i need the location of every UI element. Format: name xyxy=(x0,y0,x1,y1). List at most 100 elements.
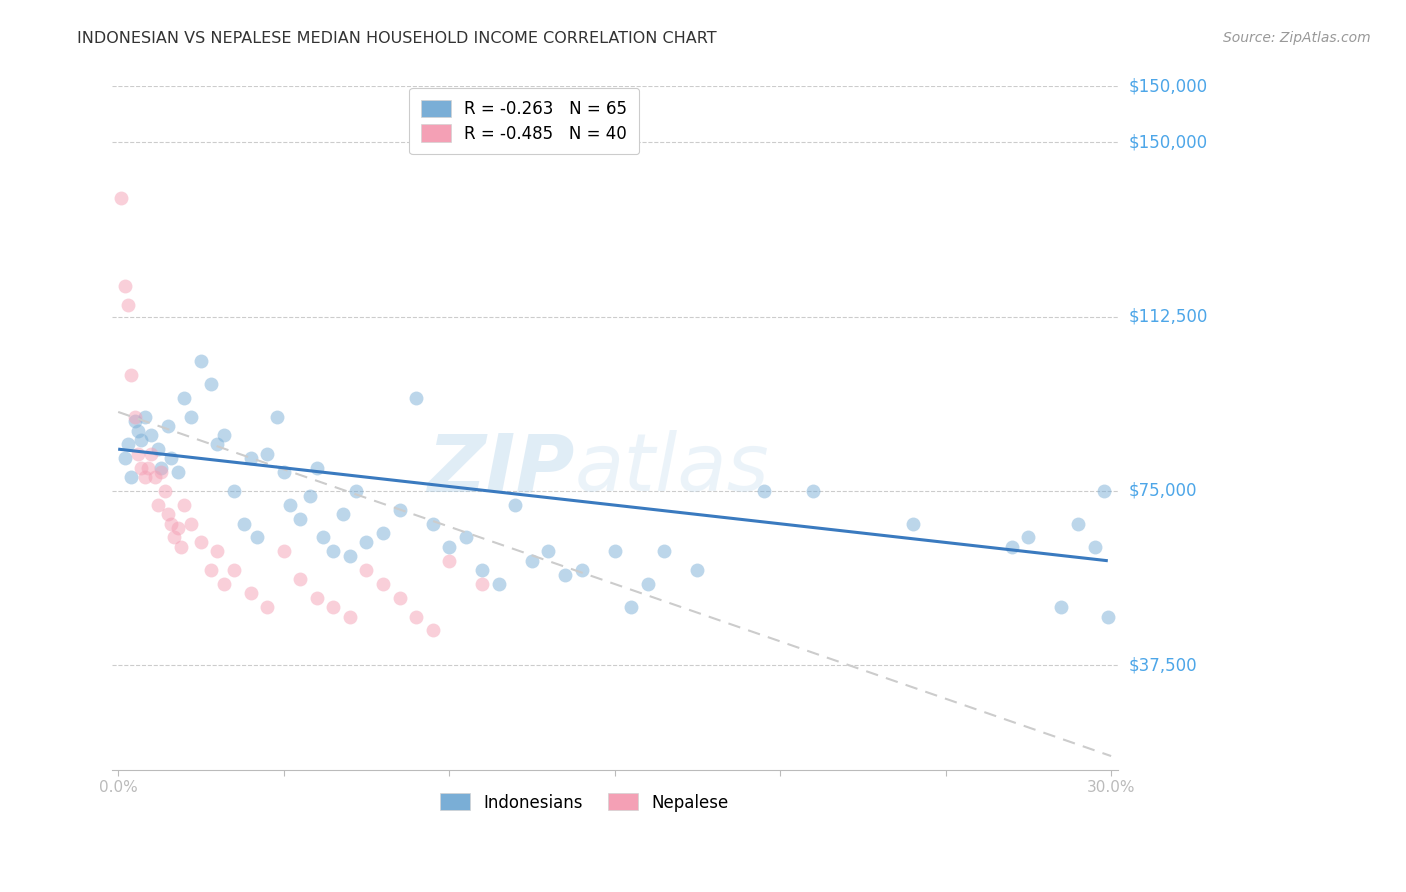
Point xyxy=(207,437,229,451)
Point xyxy=(290,572,312,586)
Point xyxy=(166,466,188,480)
Point xyxy=(273,544,295,558)
Point xyxy=(437,540,460,554)
Point xyxy=(299,489,322,503)
Point xyxy=(571,563,593,577)
Point xyxy=(356,563,378,577)
Point xyxy=(305,460,328,475)
Point xyxy=(339,549,361,563)
Legend: Indonesians, Nepalese: Indonesians, Nepalese xyxy=(429,781,741,823)
Text: $112,500: $112,500 xyxy=(1129,308,1208,326)
Point xyxy=(256,447,278,461)
Point xyxy=(322,600,344,615)
Point xyxy=(143,470,166,484)
Point xyxy=(222,483,245,498)
Point xyxy=(603,544,626,558)
Point xyxy=(371,577,394,591)
Text: $150,000: $150,000 xyxy=(1129,133,1208,152)
Point xyxy=(134,409,156,424)
Point xyxy=(212,577,235,591)
Point xyxy=(117,298,139,312)
Text: ZIP: ZIP xyxy=(427,430,575,508)
Point xyxy=(131,460,153,475)
Text: INDONESIAN VS NEPALESE MEDIAN HOUSEHOLD INCOME CORRELATION CHART: INDONESIAN VS NEPALESE MEDIAN HOUSEHOLD … xyxy=(77,31,717,46)
Point xyxy=(471,577,494,591)
Point xyxy=(388,591,411,605)
Point xyxy=(114,451,136,466)
Point xyxy=(170,540,193,554)
Point xyxy=(454,531,477,545)
Point xyxy=(1097,609,1119,624)
Point xyxy=(290,512,312,526)
Point xyxy=(173,391,195,405)
Point xyxy=(554,567,576,582)
Point xyxy=(652,544,675,558)
Point xyxy=(1050,600,1073,615)
Point xyxy=(686,563,709,577)
Point xyxy=(222,563,245,577)
Point xyxy=(239,586,262,600)
Point xyxy=(752,483,775,498)
Point xyxy=(160,516,183,531)
Point xyxy=(537,544,560,558)
Point xyxy=(312,531,335,545)
Point xyxy=(1001,540,1024,554)
Point xyxy=(339,609,361,624)
Point xyxy=(346,483,368,498)
Point xyxy=(163,531,186,545)
Point xyxy=(637,577,659,591)
Point xyxy=(160,451,183,466)
Point xyxy=(180,516,202,531)
Point xyxy=(246,531,269,545)
Point xyxy=(127,424,149,438)
Point xyxy=(120,368,142,382)
Point xyxy=(150,460,173,475)
Point xyxy=(422,624,444,638)
Point xyxy=(200,377,222,392)
Point xyxy=(1017,531,1039,545)
Point xyxy=(190,535,212,549)
Point xyxy=(212,428,235,442)
Point xyxy=(1083,540,1105,554)
Point xyxy=(114,279,136,293)
Point xyxy=(266,409,288,424)
Point xyxy=(200,563,222,577)
Point xyxy=(437,554,460,568)
Point xyxy=(322,544,344,558)
Point xyxy=(141,447,163,461)
Point xyxy=(124,409,146,424)
Point xyxy=(239,451,262,466)
Point xyxy=(1094,483,1116,498)
Point xyxy=(146,498,169,512)
Point xyxy=(117,437,139,451)
Point xyxy=(124,414,146,428)
Text: $150,000: $150,000 xyxy=(1129,78,1208,95)
Point xyxy=(156,508,179,522)
Point xyxy=(901,516,924,531)
Point xyxy=(166,521,188,535)
Point xyxy=(180,409,202,424)
Point xyxy=(120,470,142,484)
Point xyxy=(256,600,278,615)
Point xyxy=(127,447,149,461)
Point xyxy=(620,600,643,615)
Point xyxy=(150,466,173,480)
Text: $75,000: $75,000 xyxy=(1129,482,1198,500)
Point xyxy=(1067,516,1090,531)
Point xyxy=(156,418,179,433)
Point xyxy=(332,508,354,522)
Point xyxy=(356,535,378,549)
Text: $37,500: $37,500 xyxy=(1129,657,1198,674)
Text: atlas: atlas xyxy=(575,430,769,508)
Point xyxy=(405,609,427,624)
Point xyxy=(233,516,256,531)
Point xyxy=(207,544,229,558)
Point xyxy=(134,470,156,484)
Point xyxy=(520,554,543,568)
Point xyxy=(173,498,195,512)
Point xyxy=(146,442,169,457)
Point xyxy=(131,433,153,447)
Point xyxy=(388,502,411,516)
Point xyxy=(153,483,176,498)
Point xyxy=(405,391,427,405)
